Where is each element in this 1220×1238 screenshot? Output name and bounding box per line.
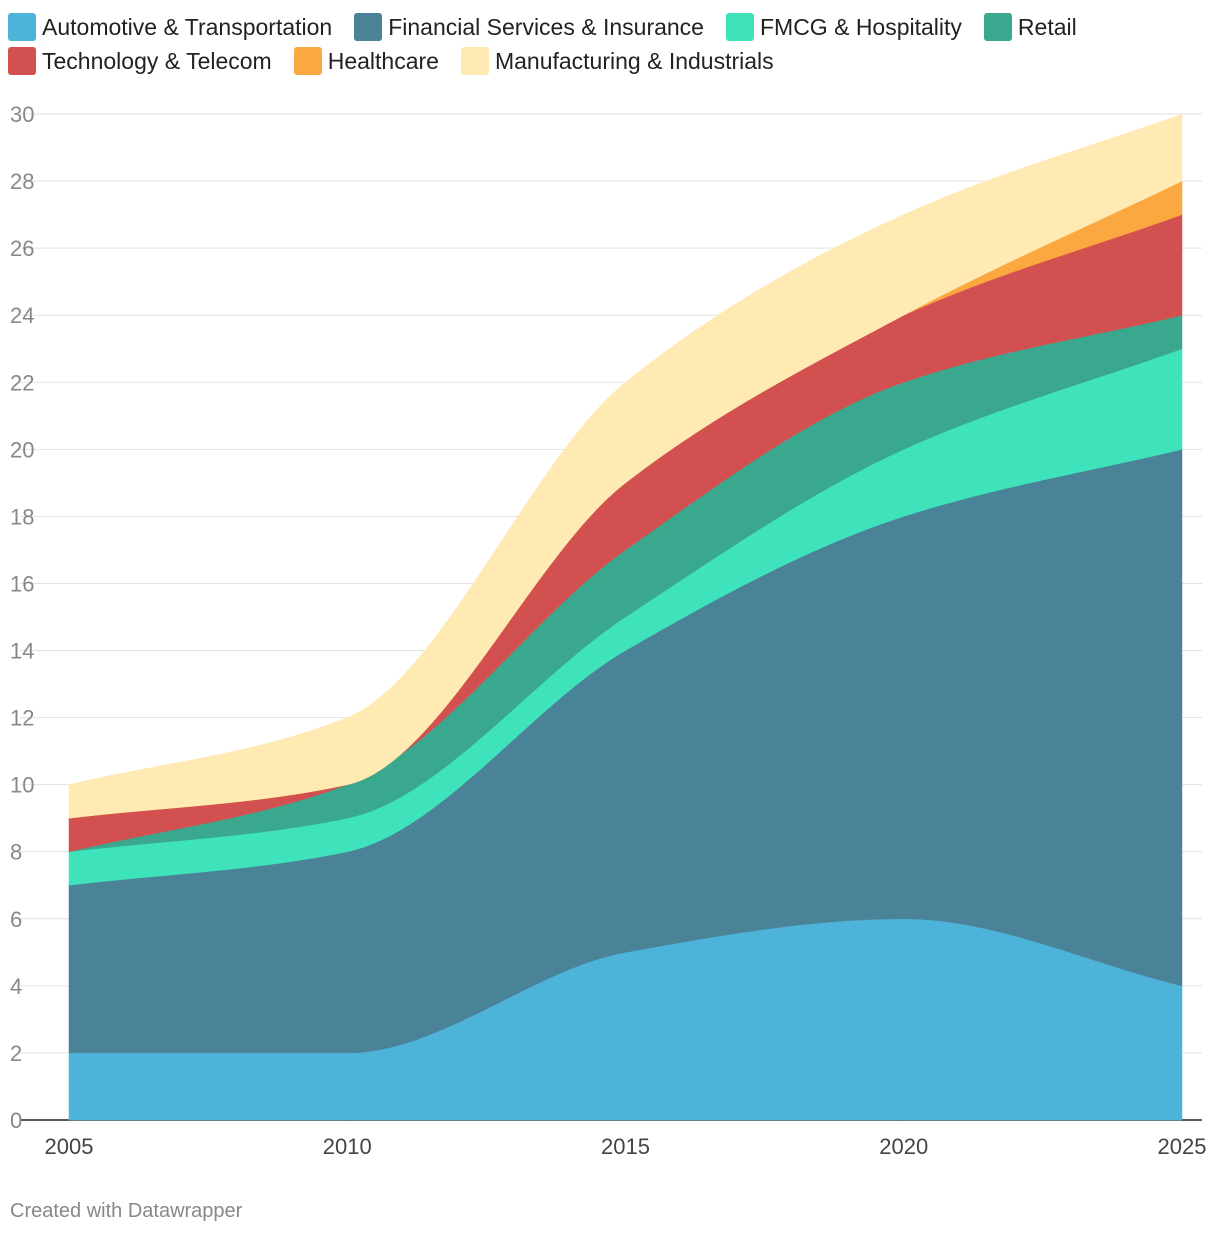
y-tick-label: 18 xyxy=(10,504,34,529)
legend-swatch xyxy=(354,13,383,41)
legend-swatch xyxy=(293,47,322,75)
y-tick-label: 4 xyxy=(10,974,22,999)
legend-label: Financial Services & Insurance xyxy=(388,13,704,40)
legend-swatch xyxy=(725,13,754,41)
y-tick-label: 24 xyxy=(10,303,34,328)
x-tick-label: 2005 xyxy=(45,1134,94,1159)
legend-swatch xyxy=(8,47,36,75)
y-tick-label: 14 xyxy=(10,639,34,664)
y-tick-label: 28 xyxy=(10,169,34,194)
legend-label: Healthcare xyxy=(327,47,439,74)
y-tick-label: 12 xyxy=(10,706,34,731)
legend-label: Technology & Telecom xyxy=(42,47,272,74)
legend-swatch xyxy=(983,13,1012,41)
y-tick-label: 2 xyxy=(10,1041,22,1066)
area-manufacturing-and-industrials xyxy=(68,113,1183,819)
legend-label: Manufacturing & Industrials xyxy=(494,47,774,74)
legend-item-financial-services-and-insurance: Financial Services & Insurance xyxy=(354,13,704,41)
y-tick-label: 26 xyxy=(10,236,34,261)
x-tick-label: 2025 xyxy=(1158,1134,1207,1159)
x-tick-label: 2010 xyxy=(323,1134,372,1159)
series-areas xyxy=(68,113,1183,1121)
legend-label: FMCG & Hospitality xyxy=(759,13,962,40)
legend-label: Retail xyxy=(1017,13,1077,40)
legend-item-manufacturing-and-industrials: Manufacturing & Industrials xyxy=(460,47,774,75)
legend-item-healthcare: Healthcare xyxy=(293,47,439,75)
x-tick-label: 2020 xyxy=(879,1134,928,1159)
legend-row-1: Automotive & Transportation Financial Ser… xyxy=(8,10,1208,44)
y-tick-label: 16 xyxy=(10,571,34,596)
y-tick-label: 6 xyxy=(10,907,22,932)
y-tick-label: 20 xyxy=(10,437,34,462)
y-tick-label: 8 xyxy=(10,840,22,865)
legend-item-technology-and-telecom: Technology & Telecom xyxy=(8,47,272,75)
legend-item-automotive-and-transportation: Automotive & Transportation xyxy=(8,13,332,41)
legend-row-2: Technology & Telecom Healthcare Manufactur… xyxy=(8,44,1208,78)
legend-item-retail: Retail xyxy=(983,13,1077,41)
y-tick-label: 22 xyxy=(10,370,34,395)
legend-label: Automotive & Transportation xyxy=(42,13,333,40)
legend-swatch xyxy=(460,47,489,75)
y-tick-label: 30 xyxy=(10,102,34,127)
y-tick-label: 0 xyxy=(10,1108,22,1133)
legend-swatch xyxy=(8,13,36,41)
x-axis: 2005 2010 2015 2020 2025 xyxy=(45,1134,1207,1159)
legend: Automotive & Transportation Financial Ser… xyxy=(8,10,1208,78)
x-tick-label: 2015 xyxy=(601,1134,650,1159)
legend-item-fmcg-and-hospitality: FMCG & Hospitality xyxy=(725,13,962,41)
y-tick-label: 10 xyxy=(10,773,34,798)
footer-credit: Created with Datawrapper xyxy=(10,1200,243,1222)
